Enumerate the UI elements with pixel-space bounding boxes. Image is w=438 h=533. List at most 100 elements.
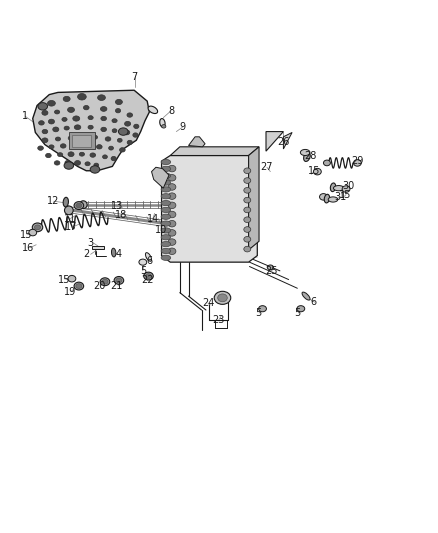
Ellipse shape <box>42 110 48 115</box>
Ellipse shape <box>85 162 90 166</box>
Ellipse shape <box>62 117 67 122</box>
Polygon shape <box>283 133 292 149</box>
Ellipse shape <box>148 106 158 114</box>
Ellipse shape <box>116 109 120 113</box>
Ellipse shape <box>42 138 48 143</box>
Ellipse shape <box>161 221 171 226</box>
Ellipse shape <box>54 110 60 114</box>
Ellipse shape <box>161 187 171 192</box>
Ellipse shape <box>55 137 60 141</box>
Polygon shape <box>266 132 283 151</box>
Text: 6: 6 <box>311 297 317 307</box>
Ellipse shape <box>258 305 266 312</box>
Ellipse shape <box>88 125 93 129</box>
Text: 19: 19 <box>64 287 76 297</box>
Ellipse shape <box>76 284 82 288</box>
Ellipse shape <box>64 206 73 215</box>
Ellipse shape <box>168 239 176 245</box>
Text: 18: 18 <box>115 210 127 220</box>
Ellipse shape <box>116 99 122 104</box>
Ellipse shape <box>218 294 227 302</box>
Ellipse shape <box>133 133 138 137</box>
Polygon shape <box>249 147 259 250</box>
Ellipse shape <box>320 193 327 200</box>
Ellipse shape <box>92 135 98 139</box>
Ellipse shape <box>324 195 330 203</box>
Ellipse shape <box>144 272 153 280</box>
Ellipse shape <box>83 106 89 110</box>
Ellipse shape <box>124 122 131 126</box>
Ellipse shape <box>74 282 84 290</box>
Ellipse shape <box>94 163 99 167</box>
Ellipse shape <box>98 95 106 100</box>
Ellipse shape <box>88 116 93 119</box>
Ellipse shape <box>100 278 110 286</box>
Text: 28: 28 <box>304 150 317 160</box>
Text: 17: 17 <box>65 222 77 232</box>
Ellipse shape <box>244 207 251 213</box>
Ellipse shape <box>112 248 116 257</box>
Ellipse shape <box>29 229 37 236</box>
Ellipse shape <box>65 160 70 165</box>
Ellipse shape <box>79 201 87 208</box>
Ellipse shape <box>63 96 70 102</box>
Ellipse shape <box>161 180 171 185</box>
Text: 12: 12 <box>46 196 59 206</box>
Ellipse shape <box>90 166 100 173</box>
Text: 16: 16 <box>22 243 35 253</box>
Text: 9: 9 <box>179 122 185 132</box>
Ellipse shape <box>161 159 171 165</box>
Ellipse shape <box>68 276 76 282</box>
Ellipse shape <box>63 197 68 207</box>
Ellipse shape <box>161 193 171 199</box>
Ellipse shape <box>102 279 108 284</box>
Bar <box>72 135 92 147</box>
Ellipse shape <box>76 203 82 208</box>
Ellipse shape <box>168 221 176 227</box>
Ellipse shape <box>168 248 176 255</box>
Text: 15: 15 <box>339 190 351 200</box>
Ellipse shape <box>297 305 305 312</box>
Ellipse shape <box>38 146 43 150</box>
Ellipse shape <box>114 277 124 284</box>
Ellipse shape <box>244 168 251 174</box>
Text: 3: 3 <box>88 238 94 247</box>
Ellipse shape <box>139 259 147 265</box>
Ellipse shape <box>160 118 165 127</box>
Ellipse shape <box>302 292 310 300</box>
Text: 15: 15 <box>307 166 320 176</box>
Ellipse shape <box>267 265 273 270</box>
Ellipse shape <box>101 116 106 120</box>
Ellipse shape <box>161 248 171 254</box>
Ellipse shape <box>161 235 171 240</box>
Ellipse shape <box>38 103 47 110</box>
Ellipse shape <box>42 130 48 134</box>
Ellipse shape <box>112 119 117 123</box>
Ellipse shape <box>168 174 176 181</box>
Text: 11: 11 <box>64 214 76 224</box>
Ellipse shape <box>112 129 117 133</box>
Ellipse shape <box>330 183 336 191</box>
Ellipse shape <box>161 214 171 220</box>
Polygon shape <box>162 156 257 262</box>
Ellipse shape <box>79 134 85 139</box>
Ellipse shape <box>168 193 176 199</box>
Ellipse shape <box>90 153 95 157</box>
Ellipse shape <box>300 149 310 156</box>
Ellipse shape <box>127 140 132 144</box>
Ellipse shape <box>333 185 344 191</box>
Ellipse shape <box>161 255 171 261</box>
Text: 22: 22 <box>141 276 153 286</box>
Ellipse shape <box>161 241 171 247</box>
Ellipse shape <box>244 227 251 232</box>
Ellipse shape <box>214 292 231 304</box>
Ellipse shape <box>162 125 166 128</box>
Ellipse shape <box>35 225 41 230</box>
Polygon shape <box>188 137 205 147</box>
Ellipse shape <box>111 156 116 161</box>
Text: 20: 20 <box>93 281 106 291</box>
Ellipse shape <box>244 177 251 183</box>
Ellipse shape <box>71 143 78 148</box>
Ellipse shape <box>244 246 251 252</box>
Text: 14: 14 <box>147 214 159 224</box>
